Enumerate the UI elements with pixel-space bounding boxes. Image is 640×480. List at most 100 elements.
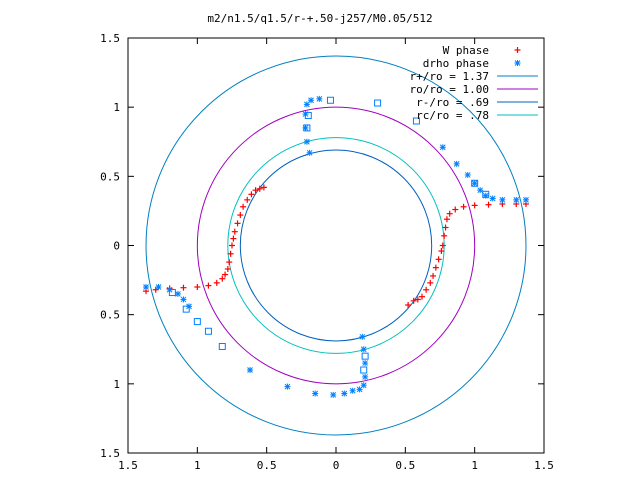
data-point xyxy=(155,284,162,290)
y-tick-label: 1.5 xyxy=(100,32,120,45)
legend-label: r-/ro = .69 xyxy=(416,96,489,109)
circle-curve xyxy=(239,149,433,342)
data-point xyxy=(303,138,310,145)
marker-stroke xyxy=(155,284,162,290)
legend-label: W phase xyxy=(443,44,489,57)
marker-stroke xyxy=(362,374,368,380)
data-point xyxy=(194,284,201,290)
data-point xyxy=(360,346,367,353)
x-tick-label: 0 xyxy=(333,459,340,472)
marker-square xyxy=(412,117,420,125)
data-point xyxy=(306,149,313,156)
data-point xyxy=(222,271,229,278)
marker-stroke xyxy=(312,390,319,397)
data-point xyxy=(513,196,520,203)
data-point xyxy=(316,95,323,102)
marker-stroke xyxy=(330,392,337,398)
marker-square xyxy=(360,366,368,374)
data-point xyxy=(168,289,176,297)
data-point xyxy=(410,297,417,304)
marker-square xyxy=(304,111,312,119)
data-point xyxy=(405,301,412,308)
y-tick-label: 0.5 xyxy=(100,309,120,322)
data-point xyxy=(485,201,492,208)
marker-stroke xyxy=(360,382,367,389)
data-point xyxy=(412,117,420,125)
data-point xyxy=(237,212,244,219)
data-point xyxy=(360,366,368,374)
data-point xyxy=(204,327,212,335)
data-point xyxy=(414,296,421,303)
data-point xyxy=(182,305,190,313)
marker-stroke xyxy=(439,144,446,151)
data-point xyxy=(442,224,449,231)
x-tick-label: 1.5 xyxy=(534,459,554,472)
marker-square xyxy=(204,327,212,335)
data-point xyxy=(423,286,430,293)
series-group xyxy=(168,96,490,374)
x-tick-label: 0.5 xyxy=(395,459,415,472)
data-point xyxy=(174,290,181,297)
data-point xyxy=(341,390,348,397)
marker-square xyxy=(182,305,190,313)
data-point xyxy=(240,203,247,210)
marker-stroke xyxy=(362,360,368,366)
marker-stroke xyxy=(304,138,310,145)
data-point xyxy=(471,179,479,187)
data-point xyxy=(304,111,312,119)
data-point xyxy=(252,187,259,194)
circle-curve xyxy=(145,55,527,436)
data-point xyxy=(229,242,235,249)
data-point xyxy=(443,216,450,223)
data-point xyxy=(143,284,150,290)
data-point xyxy=(360,382,367,389)
marker-stroke xyxy=(513,196,520,203)
data-point xyxy=(471,202,478,209)
data-point xyxy=(427,279,434,286)
marker-square xyxy=(361,352,369,360)
marker-stroke xyxy=(247,367,253,373)
circle-curve xyxy=(227,137,445,354)
data-point xyxy=(441,232,448,239)
marker-stroke xyxy=(489,195,496,202)
data-point xyxy=(330,391,337,398)
data-point xyxy=(260,184,267,191)
marker-stroke xyxy=(453,161,460,167)
data-point xyxy=(359,333,366,340)
data-point xyxy=(471,180,478,187)
marker-stroke xyxy=(349,387,356,394)
data-point xyxy=(439,144,446,151)
data-point xyxy=(230,235,237,242)
data-point xyxy=(374,99,382,107)
data-point xyxy=(418,293,425,300)
data-point xyxy=(308,97,315,104)
marker-square xyxy=(193,318,201,326)
data-point xyxy=(180,284,187,291)
marker-stroke xyxy=(143,284,149,290)
data-point xyxy=(522,196,529,203)
data-point xyxy=(430,272,437,279)
marker-stroke xyxy=(477,187,484,194)
series-layer xyxy=(143,95,529,398)
data-point xyxy=(224,266,231,273)
data-point xyxy=(219,275,226,282)
circle-curve xyxy=(196,106,476,385)
data-point xyxy=(464,171,471,178)
data-point xyxy=(439,242,446,249)
data-point xyxy=(226,259,233,266)
legend-label: rc/ro = .78 xyxy=(416,109,489,122)
series-group xyxy=(143,184,529,308)
marker-stroke xyxy=(180,296,187,303)
data-point xyxy=(446,210,453,217)
marker-stroke xyxy=(306,149,313,156)
x-tick-label: 1 xyxy=(194,459,201,472)
x-tick-label: 0.5 xyxy=(257,459,277,472)
marker-stroke xyxy=(499,196,506,203)
data-point xyxy=(218,342,226,350)
data-point xyxy=(435,256,442,263)
marker-square xyxy=(218,342,226,350)
y-tick-label: 1 xyxy=(113,378,120,391)
data-point xyxy=(453,160,460,167)
